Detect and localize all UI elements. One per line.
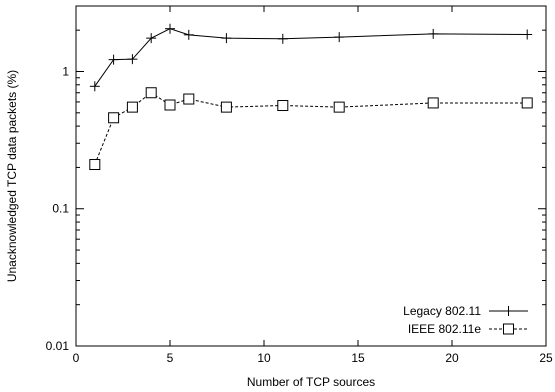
data-point-plus: [428, 28, 439, 39]
legend-item: IEEE 802.11e: [408, 322, 528, 336]
x-tick-label: 5: [167, 351, 174, 365]
plot-frame: [75, 5, 547, 347]
data-point-plus: [277, 33, 288, 44]
x-tick-label: 25: [539, 351, 553, 365]
data-point-plus: [127, 54, 138, 65]
data-point-plus: [108, 54, 119, 65]
x-axis-label: Number of TCP sources: [247, 375, 375, 389]
data-point-plus: [221, 33, 232, 44]
data-point-square: [521, 97, 533, 109]
series-layer: [89, 23, 533, 171]
data-point-square: [164, 99, 176, 111]
x-tick-label: 0: [73, 351, 80, 365]
data-point-plus: [146, 33, 157, 44]
data-point-square: [427, 97, 439, 109]
x-tick-label: 15: [351, 351, 365, 365]
legend-label: IEEE 802.11e: [408, 322, 481, 336]
x-axis-ticks: 0 5 10 15 20 25: [73, 6, 553, 365]
data-point-plus: [89, 81, 100, 92]
data-point-square: [108, 112, 120, 124]
y-tick-label: 0.01: [46, 339, 70, 353]
data-point-square: [183, 93, 195, 105]
data-point-square: [333, 101, 345, 113]
data-point-plus: [334, 32, 345, 43]
data-point-square: [126, 101, 138, 113]
x-tick-label: 10: [257, 351, 271, 365]
legend: Legacy 802.11 IEEE 802.11e: [403, 304, 528, 336]
y-axis-ticks: 0.01 0.1 1: [46, 5, 546, 353]
y-axis-label: Unacknowledged TCP data packets (%): [5, 70, 19, 282]
data-point-plus: [183, 29, 194, 40]
series-line: [94, 92, 528, 165]
series-2: [89, 87, 533, 171]
data-point-plus: [165, 23, 175, 34]
y-tick-label: 0.1: [52, 202, 69, 216]
data-point-plus: [522, 29, 533, 40]
data-point-square: [220, 101, 232, 113]
data-point-square: [89, 159, 101, 171]
y-tick-label: 1: [62, 64, 69, 78]
data-point-square: [503, 323, 514, 335]
series-1: [89, 23, 533, 92]
data-point-square: [277, 100, 289, 112]
legend-item: Legacy 802.11: [403, 304, 528, 318]
legend-label: Legacy 802.11: [403, 304, 481, 318]
data-point-plus: [503, 306, 514, 316]
x-tick-label: 20: [445, 351, 459, 365]
data-point-square: [145, 87, 157, 99]
series-line: [94, 28, 528, 87]
